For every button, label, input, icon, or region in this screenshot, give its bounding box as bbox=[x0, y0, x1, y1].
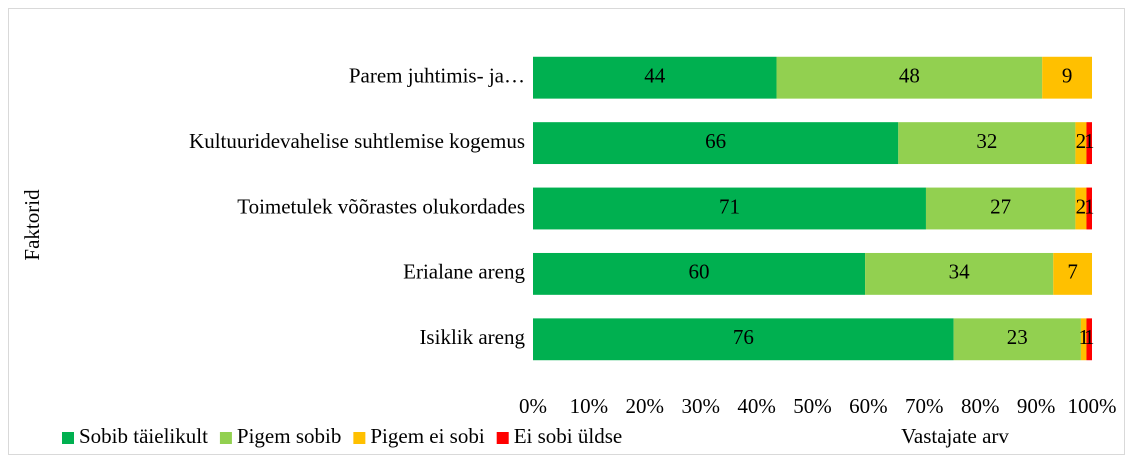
x-tick-label: 40% bbox=[737, 394, 776, 418]
data-label: 9 bbox=[1062, 64, 1073, 88]
x-axis-label: Vastajate arv bbox=[901, 424, 1009, 448]
data-label: 1 bbox=[1084, 194, 1095, 218]
bar-segment bbox=[776, 56, 1043, 99]
bar-segment bbox=[898, 122, 1076, 165]
bar-segment bbox=[533, 187, 926, 230]
chart-border bbox=[8, 8, 1125, 455]
x-tick-label: 20% bbox=[626, 394, 665, 418]
data-label: 66 bbox=[705, 129, 726, 153]
legend-label: Sobib täielikult bbox=[79, 424, 208, 448]
x-tick-label: 30% bbox=[681, 394, 720, 418]
legend-swatch bbox=[219, 432, 232, 444]
bar-segment bbox=[1053, 252, 1092, 295]
bar-segment bbox=[953, 318, 1081, 361]
x-tick-label: 80% bbox=[961, 394, 1000, 418]
y-tick-label: Erialane areng bbox=[403, 260, 525, 284]
bar-segment bbox=[533, 122, 899, 165]
y-tick-label: Toimetulek võõrastes olukordades bbox=[237, 194, 525, 218]
data-label: 23 bbox=[1007, 325, 1028, 349]
bar-segment bbox=[1086, 318, 1092, 361]
x-tick-label: 0% bbox=[519, 394, 547, 418]
bar-segment bbox=[865, 252, 1054, 295]
y-tick-label: Isiklik areng bbox=[419, 325, 525, 349]
data-label: 48 bbox=[899, 64, 920, 88]
x-tick-label: 60% bbox=[849, 394, 888, 418]
legend-swatch bbox=[353, 432, 366, 444]
data-label: 71 bbox=[719, 194, 740, 218]
bar-segment bbox=[1086, 187, 1092, 230]
data-label: 27 bbox=[990, 194, 1011, 218]
bar-segment bbox=[533, 318, 954, 361]
legend-label: Pigem sobib bbox=[237, 424, 341, 448]
x-tick-label: 90% bbox=[1017, 394, 1056, 418]
legend-swatch bbox=[62, 432, 74, 444]
data-label: 32 bbox=[976, 129, 997, 153]
data-label: 44 bbox=[644, 64, 666, 88]
bar-segment bbox=[925, 187, 1076, 230]
bar-segment bbox=[1042, 56, 1092, 99]
data-label: 2 bbox=[1076, 194, 1087, 218]
legend-label: Ei sobi üldse bbox=[514, 424, 623, 448]
bar-segment bbox=[1086, 122, 1092, 165]
bar-segment bbox=[1080, 318, 1087, 361]
data-label: 60 bbox=[689, 260, 710, 284]
data-label: 2 bbox=[1076, 129, 1087, 153]
bar-segment bbox=[533, 252, 866, 295]
bar-segment bbox=[1075, 187, 1087, 230]
data-label: 34 bbox=[949, 260, 971, 284]
legend-swatch bbox=[496, 432, 509, 444]
data-label: 1 bbox=[1084, 325, 1095, 349]
x-tick-label: 10% bbox=[570, 394, 609, 418]
y-axis-label: Faktorid bbox=[20, 189, 44, 261]
y-tick-label: Parem juhtimis- ja… bbox=[349, 64, 525, 88]
data-label: 76 bbox=[733, 325, 754, 349]
x-tick-label: 100% bbox=[1068, 394, 1117, 418]
bar-segment bbox=[533, 56, 777, 99]
x-tick-label: 50% bbox=[793, 394, 832, 418]
data-label: 1 bbox=[1078, 325, 1089, 349]
data-label: 7 bbox=[1067, 260, 1078, 284]
bar-segment bbox=[1075, 122, 1087, 165]
x-tick-label: 70% bbox=[905, 394, 944, 418]
y-tick-label: Kultuuridevahelise suhtlemise kogemus bbox=[189, 129, 525, 153]
legend-label: Pigem ei sobi bbox=[370, 424, 484, 448]
data-label: 1 bbox=[1084, 129, 1095, 153]
